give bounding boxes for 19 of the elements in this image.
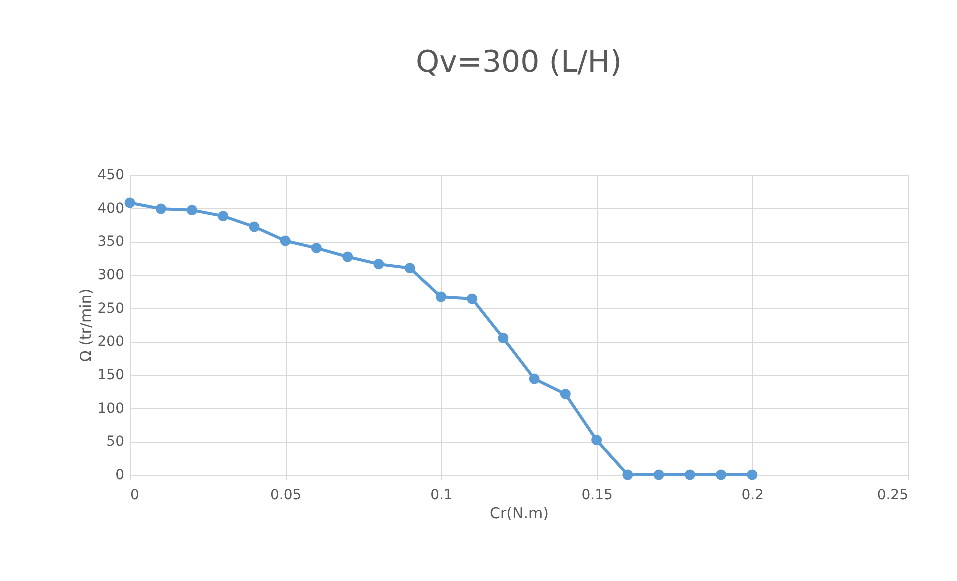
- y-tick-label: 250: [98, 300, 124, 317]
- y-tick-label: 400: [98, 200, 124, 217]
- x-axis-title: Cr(N.m): [490, 504, 549, 522]
- x-tick-label: 0.25: [877, 488, 908, 504]
- x-tick-label: 0.15: [582, 488, 613, 504]
- y-tick-label: 0: [116, 468, 124, 484]
- y-tick-label: 50: [106, 434, 124, 450]
- y-tick-label: 150: [98, 368, 124, 384]
- y-tick-label: 200: [98, 334, 124, 350]
- y-tick-label: 350: [98, 234, 124, 250]
- x-tick-label: 0.05: [270, 488, 302, 504]
- y-tick-label: 300: [98, 268, 124, 284]
- x-tick-label: 0.1: [430, 488, 453, 504]
- x-tick-label: 0: [130, 488, 140, 504]
- chart-title: Qv=300 (L/H): [416, 45, 622, 80]
- y-tick-label: 100: [98, 400, 124, 417]
- x-tick-label: 0.2: [742, 488, 764, 504]
- y-tick-label: 450: [98, 168, 124, 184]
- y-axis-title: Ω (tr/min): [76, 288, 95, 362]
